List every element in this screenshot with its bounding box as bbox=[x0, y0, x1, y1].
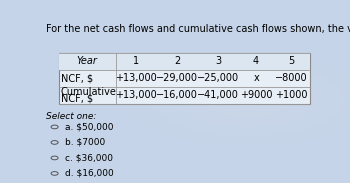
FancyBboxPatch shape bbox=[59, 53, 309, 70]
Text: Cumulative: Cumulative bbox=[61, 87, 117, 96]
Text: x: x bbox=[253, 73, 259, 83]
Text: 3: 3 bbox=[215, 56, 222, 66]
Text: Year: Year bbox=[77, 56, 98, 66]
Text: 5: 5 bbox=[289, 56, 295, 66]
Text: c. $36,000: c. $36,000 bbox=[65, 153, 113, 163]
Text: −25,000: −25,000 bbox=[197, 73, 239, 83]
Text: b. $7000: b. $7000 bbox=[65, 138, 106, 147]
Text: +13,000: +13,000 bbox=[115, 73, 156, 83]
FancyBboxPatch shape bbox=[59, 53, 309, 104]
Text: Select one:: Select one: bbox=[47, 112, 97, 121]
Text: +1000: +1000 bbox=[275, 90, 308, 100]
Text: NCF, $: NCF, $ bbox=[61, 73, 93, 83]
Text: −41,000: −41,000 bbox=[197, 90, 239, 100]
Text: −8000: −8000 bbox=[275, 73, 308, 83]
Text: −16,000: −16,000 bbox=[156, 90, 198, 100]
Text: d. $16,000: d. $16,000 bbox=[65, 169, 114, 178]
Text: 1: 1 bbox=[133, 56, 139, 66]
Text: a. $50,000: a. $50,000 bbox=[65, 122, 114, 131]
Text: 2: 2 bbox=[174, 56, 180, 66]
Text: For the net cash flows and cumulative cash flows shown, the value of x is:: For the net cash flows and cumulative ca… bbox=[47, 24, 350, 34]
Text: +9000: +9000 bbox=[240, 90, 272, 100]
Text: +13,000: +13,000 bbox=[115, 90, 156, 100]
Text: −29,000: −29,000 bbox=[156, 73, 198, 83]
Text: NCF, $: NCF, $ bbox=[61, 94, 93, 104]
Text: 4: 4 bbox=[253, 56, 259, 66]
